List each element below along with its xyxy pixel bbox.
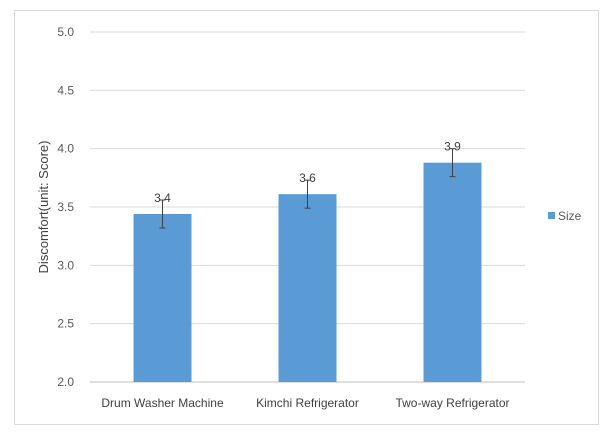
y-tick-label: 4.5 (57, 83, 74, 97)
y-axis-title: Discomfort(unit: Score) (36, 141, 51, 274)
bars (133, 162, 482, 382)
legend-swatch (548, 212, 555, 219)
y-tick-label: 4.0 (57, 142, 74, 156)
category-label: Drum Washer Machine (101, 396, 224, 410)
data-labels: 3.4 3.6 3.9 (154, 140, 461, 205)
y-tick-label: 2.0 (57, 375, 74, 389)
y-tick-label: 3.5 (57, 200, 74, 214)
error-bars (159, 148, 456, 229)
legend: Size (548, 209, 582, 223)
data-label: 3.4 (154, 191, 171, 205)
bar (278, 194, 337, 382)
category-label: Kimchi Refrigerator (256, 396, 359, 410)
bar (133, 214, 192, 382)
y-tick-label: 5.0 (57, 25, 74, 39)
y-axis-ticks: 2.0 2.5 3.0 3.5 4.0 4.5 5.0 (57, 25, 74, 389)
bar (423, 162, 482, 382)
x-axis-categories: Drum Washer Machine Kimchi Refrigerator Tw… (101, 396, 509, 410)
category-label: Two-way Refrigerator (395, 396, 509, 410)
data-label: 3.9 (444, 140, 461, 154)
data-label: 3.6 (299, 171, 316, 185)
y-tick-label: 2.5 (57, 317, 74, 331)
legend-label: Size (558, 209, 582, 223)
y-tick-label: 3.0 (57, 258, 74, 272)
